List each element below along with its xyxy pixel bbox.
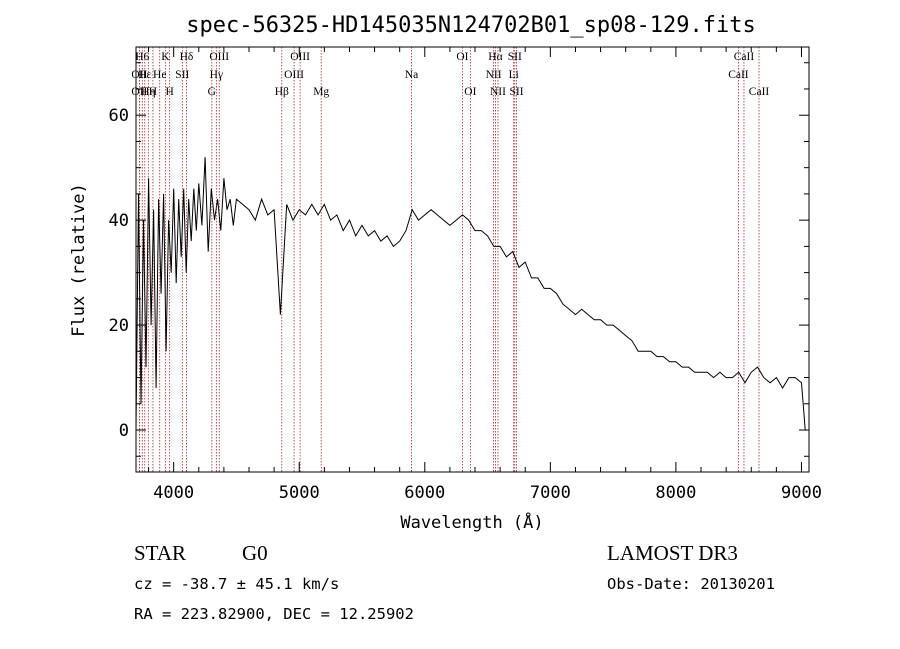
line-label-22: Hα bbox=[488, 51, 502, 63]
y-tick-label-40: 40 bbox=[109, 211, 129, 231]
line-label-6: He bbox=[153, 69, 166, 81]
line-label-28: CaII bbox=[734, 51, 755, 63]
line-label-11: G bbox=[208, 86, 216, 98]
line-label-0: OII bbox=[131, 69, 147, 81]
axis-ticks: 4000 5000 6000 7000 8000 9000 0 20 40 60 bbox=[109, 47, 822, 503]
object-class: STAR bbox=[134, 541, 186, 565]
line-label-4: Hη bbox=[141, 86, 155, 98]
line-label-13: OIII bbox=[209, 51, 229, 63]
line-label-7: K bbox=[161, 51, 170, 63]
x-tick-label-5000: 5000 bbox=[279, 483, 320, 503]
chart-title: spec-56325-HD145035N124702B01_sp08-129.f… bbox=[186, 13, 756, 38]
line-label-24: Li bbox=[509, 69, 519, 81]
line-label-2: H6 bbox=[135, 51, 149, 63]
line-label-25: SII bbox=[508, 51, 522, 63]
line-label-15: OIII bbox=[284, 69, 304, 81]
line-label-9: SII bbox=[175, 69, 189, 81]
line-label-10: Hδ bbox=[180, 51, 194, 63]
y-tick-label-20: 20 bbox=[109, 316, 129, 336]
line-label-26: SII bbox=[510, 86, 524, 98]
line-label-16: OIII bbox=[290, 51, 310, 63]
x-tick-label-6000: 6000 bbox=[404, 483, 445, 503]
line-label-21: NII bbox=[486, 69, 502, 81]
x-tick-label-9000: 9000 bbox=[781, 483, 822, 503]
line-label-23: NII bbox=[490, 86, 506, 98]
coordinates: RA = 223.82900, DEC = 12.25902 bbox=[134, 605, 414, 623]
line-label-3: Hε bbox=[138, 69, 151, 81]
line-label-29: CaII bbox=[749, 86, 770, 98]
redshift-value: cz = -38.7 ± 45.1 km/s bbox=[134, 575, 339, 593]
line-label-14: Hβ bbox=[275, 86, 289, 98]
line-label-8: H bbox=[165, 86, 173, 98]
line-label-5: H bbox=[149, 86, 157, 98]
x-tick-label-8000: 8000 bbox=[655, 483, 696, 503]
y-axis-label: Flux (relative) bbox=[69, 183, 89, 337]
x-axis-label: Wavelength (Å) bbox=[400, 511, 543, 533]
object-subclass: G0 bbox=[242, 541, 268, 565]
y-tick-label-60: 60 bbox=[109, 106, 129, 126]
spectrum-line bbox=[135, 157, 806, 431]
survey-name: LAMOST DR3 bbox=[607, 541, 738, 565]
x-tick-label-7000: 7000 bbox=[530, 483, 571, 503]
line-label-18: Na bbox=[405, 69, 418, 81]
plot-frame bbox=[135, 46, 810, 473]
line-label-12: Hγ bbox=[210, 69, 223, 81]
x-tick-label-4000: 4000 bbox=[153, 483, 194, 503]
line-label-1: OII bbox=[131, 86, 147, 98]
observation-date: Obs-Date: 20130201 bbox=[607, 575, 775, 593]
emission-line-labels: OIIOIIH6HεHηHHeKHSIIHδGHγOIIIHβOIIIOIIIM… bbox=[131, 51, 769, 98]
line-label-20: OI bbox=[464, 86, 476, 98]
line-label-19: OI bbox=[456, 51, 468, 63]
line-label-27: CaII bbox=[728, 69, 749, 81]
y-tick-label-0: 0 bbox=[119, 421, 129, 441]
line-label-17: Mg bbox=[313, 86, 329, 98]
emission-line-markers bbox=[138, 47, 760, 472]
